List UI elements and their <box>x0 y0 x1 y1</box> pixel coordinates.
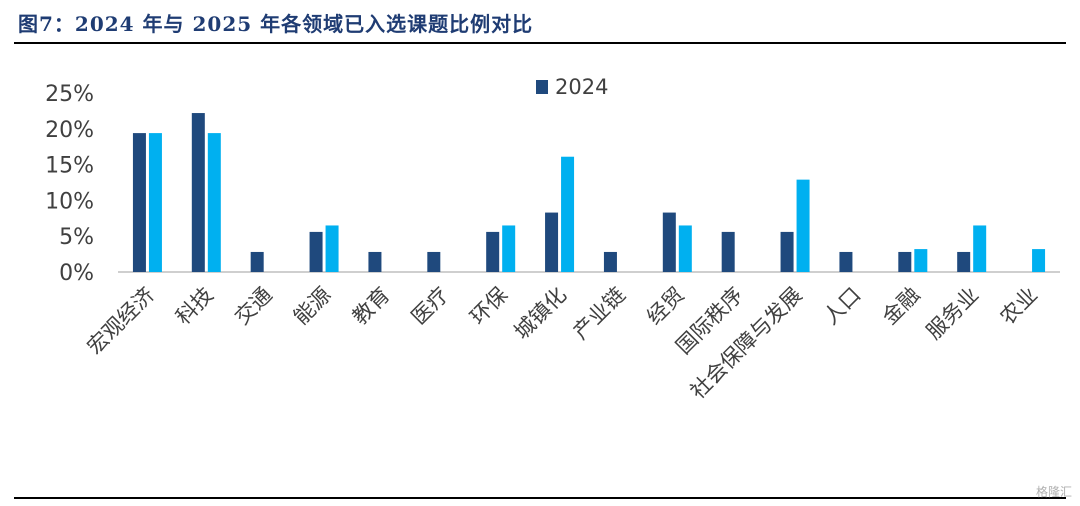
category-label: 医疗 <box>407 283 454 330</box>
category-label: 科技 <box>171 283 218 330</box>
legend: 2024 <box>536 75 608 99</box>
category-label: 人口 <box>819 283 866 330</box>
y-tick-label: 5% <box>59 225 94 250</box>
bar-2024-8 <box>603 251 617 272</box>
category-label: 城镇化 <box>510 283 572 345</box>
category-label: 教育 <box>348 283 395 330</box>
bar-2024-9 <box>662 212 676 272</box>
category-label: 产业链 <box>568 283 630 345</box>
bar-2024-5 <box>427 251 441 272</box>
bar-series-2-1 <box>207 133 221 272</box>
category-label: 交通 <box>230 283 277 330</box>
bottom-rule <box>14 497 1066 499</box>
bar-series-2-11 <box>796 179 810 272</box>
bar-series-2-13 <box>914 249 928 272</box>
bar-2024-11 <box>780 231 794 272</box>
bar-2024-12 <box>839 251 853 272</box>
y-tick-label: 0% <box>59 261 94 286</box>
y-tick-label: 25% <box>45 82 94 107</box>
category-label: 环保 <box>466 283 513 330</box>
bar-2024-3 <box>309 231 323 272</box>
category-label: 农业 <box>995 283 1042 330</box>
bar-series-2-3 <box>325 225 339 272</box>
category-label: 能源 <box>289 283 336 330</box>
bars <box>132 113 1046 272</box>
bar-2024-4 <box>368 251 382 272</box>
bar-2024-1 <box>191 113 205 272</box>
bar-2024-2 <box>250 251 264 272</box>
legend-label-2024: 2024 <box>555 75 608 99</box>
bar-series-2-9 <box>678 225 692 272</box>
bar-series-2-15 <box>1032 249 1046 272</box>
bar-2024-10 <box>721 231 735 272</box>
bar-series-2-6 <box>502 225 516 272</box>
category-label: 经贸 <box>642 283 689 330</box>
category-label: 宏观经济 <box>83 283 159 359</box>
y-tick-label: 10% <box>45 189 94 214</box>
y-tick-label: 15% <box>45 154 94 179</box>
bar-series-2-7 <box>561 156 575 272</box>
bar-2024-14 <box>957 251 971 272</box>
top-rule <box>14 42 1066 44</box>
bar-series-2-0 <box>148 133 162 272</box>
y-axis-ticks: 0% 5% 10% 15% 20% 25% <box>45 82 94 286</box>
watermark: 格隆汇 <box>1035 485 1072 499</box>
legend-swatch-2024 <box>536 80 548 94</box>
bar-2024-0 <box>132 133 146 272</box>
bar-2024-7 <box>545 212 559 272</box>
y-tick-label: 20% <box>45 118 94 143</box>
category-label: 服务业 <box>922 283 984 345</box>
figure-title: 图7：2024 年与 2025 年各领域已入选课题比例对比 <box>18 12 534 36</box>
bar-2024-6 <box>486 231 500 272</box>
bar-2024-13 <box>898 251 912 272</box>
category-label: 金融 <box>878 283 925 330</box>
bar-series-2-14 <box>973 225 987 272</box>
